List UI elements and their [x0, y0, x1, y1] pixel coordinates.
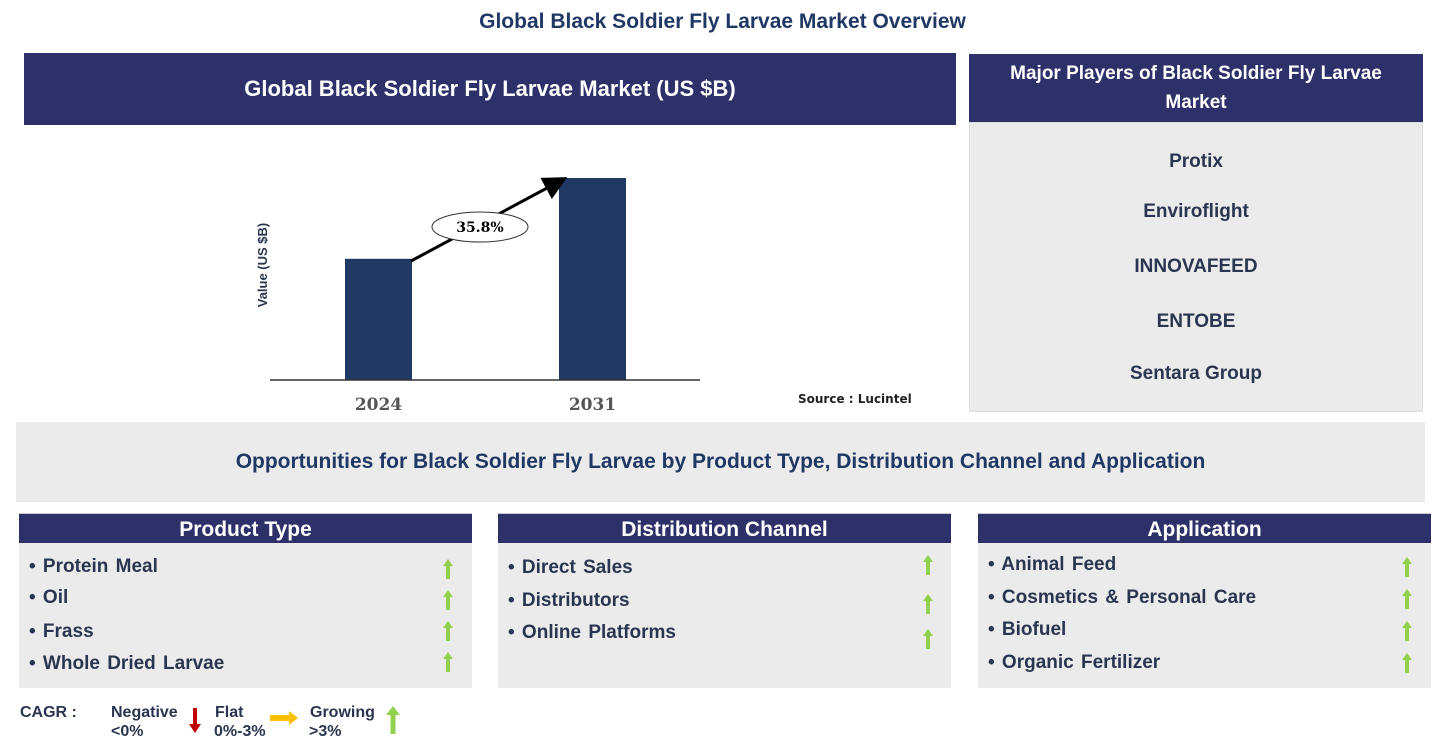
up-arrow-icon	[923, 594, 933, 614]
chart-title: Global Black Soldier Fly Larvae Market (…	[24, 53, 956, 125]
list-item: • Organic Fertilizer	[988, 652, 1161, 673]
legend-growing-range: >3%	[309, 723, 342, 740]
column-title: Product Type	[19, 513, 472, 543]
list-item: • Oil	[29, 587, 69, 608]
legend-flat-range: 0%-3%	[214, 723, 266, 740]
up-arrow-icon	[923, 629, 933, 649]
up-arrow-icon	[1402, 653, 1412, 673]
up-arrow-icon	[443, 621, 453, 641]
list-item: • Whole Dried Larvae	[29, 653, 225, 674]
list-item: • Direct Sales	[508, 557, 633, 578]
list-item: • Protein Meal	[29, 556, 158, 577]
players-title: Major Players of Black Soldier Fly Larva…	[969, 54, 1423, 122]
player-item: INNOVAFEED	[1134, 256, 1258, 277]
list-item: • Frass	[29, 621, 94, 642]
column-distribution-channel: Distribution Channel • Direct Sales • Di…	[498, 513, 951, 688]
column-title: Application	[978, 513, 1431, 543]
y-axis-label: Value (US $B)	[255, 223, 270, 308]
list-item: • Distributors	[508, 590, 630, 611]
bar-2031	[559, 178, 626, 380]
page-title: Global Black Soldier Fly Larvae Market O…	[479, 10, 966, 33]
player-item: Protix	[1169, 151, 1223, 172]
legend-flat: Flat	[215, 704, 244, 721]
up-arrow-icon	[443, 590, 453, 610]
up-arrow-icon	[443, 652, 453, 672]
player-item: Enviroflight	[1143, 201, 1249, 222]
opportunities-banner: Opportunities for Black Soldier Fly Larv…	[16, 422, 1425, 502]
x-tick-label: 2031	[569, 395, 616, 415]
up-arrow-icon	[386, 706, 400, 734]
up-arrow-icon	[1402, 557, 1412, 577]
list-item: • Biofuel	[988, 619, 1067, 640]
legend-negative: Negative	[111, 704, 178, 721]
right-arrow-icon	[270, 711, 298, 725]
player-item: Sentara Group	[1130, 363, 1262, 384]
players-list: Protix Enviroflight INNOVAFEED ENTOBE Se…	[969, 122, 1423, 412]
column-application: Application • Animal Feed • Cosmetics & …	[978, 513, 1431, 688]
up-arrow-icon	[923, 555, 933, 575]
source-label: Source : Lucintel	[798, 392, 912, 406]
column-product-type: Product Type • Protein Meal • Oil • Fras…	[19, 513, 472, 688]
legend-growing: Growing	[310, 704, 375, 721]
list-item: • Animal Feed	[988, 554, 1117, 575]
legend-label: CAGR :	[20, 704, 77, 721]
legend-negative-range: <0%	[111, 723, 144, 740]
player-item: ENTOBE	[1156, 311, 1236, 332]
cagr-ellipse	[431, 211, 529, 243]
cagr-label: 35.8%	[456, 220, 503, 236]
up-arrow-icon	[1402, 589, 1412, 609]
down-arrow-icon	[189, 708, 201, 733]
list-item: • Online Platforms	[508, 622, 676, 643]
up-arrow-icon	[443, 559, 453, 579]
list-item: • Cosmetics & Personal Care	[988, 587, 1257, 608]
bar-2024	[345, 258, 412, 380]
column-title: Distribution Channel	[498, 513, 951, 543]
x-tick-label: 2024	[355, 395, 402, 415]
bar-chart: Value (US $B) 2024 2031 35.8%	[255, 177, 700, 415]
up-arrow-icon	[1402, 621, 1412, 641]
